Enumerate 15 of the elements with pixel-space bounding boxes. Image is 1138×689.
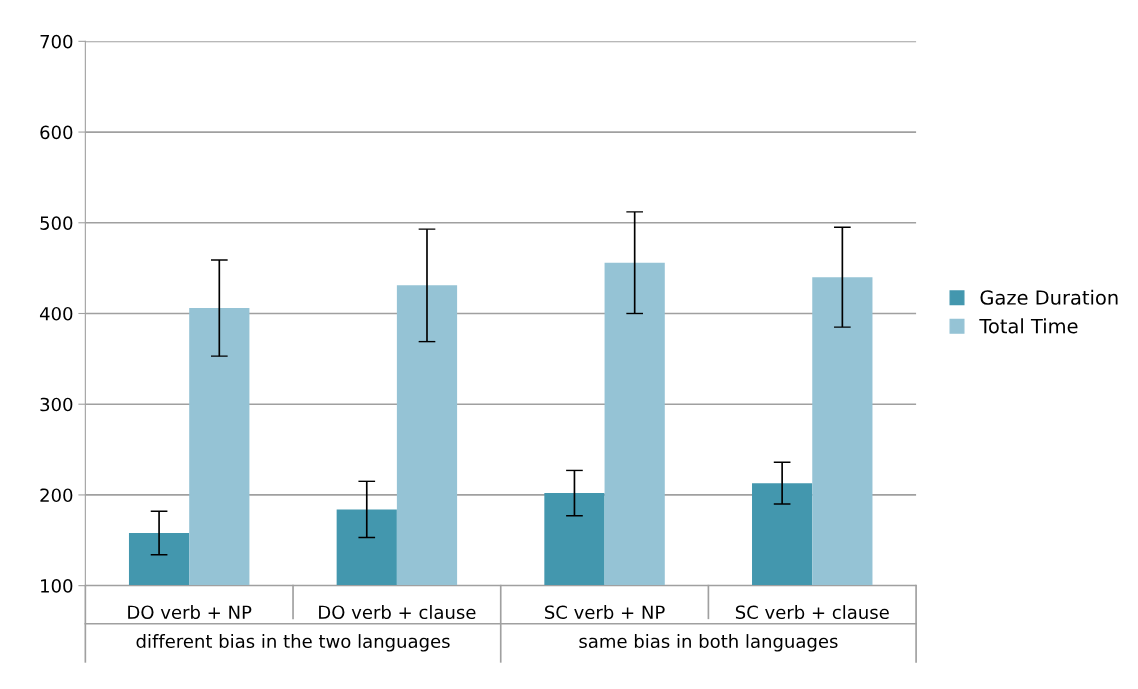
y-tick-label: 200 — [40, 488, 73, 503]
y-tick-label: 500 — [40, 216, 73, 230]
x-tick-label: SC verb + NP — [545, 605, 665, 620]
legend-label: Total Time — [979, 318, 1078, 334]
y-tick-label: 400 — [39, 306, 73, 321]
x-tick-label: DO verb + clause — [319, 605, 476, 620]
x-tick-label: DO verb + NP — [128, 605, 252, 620]
y-tick-label: 700 — [40, 34, 73, 49]
y-tick-label: 300 — [40, 397, 73, 412]
text: different bias in the two languages — [136, 634, 450, 652]
y-tick-label: 600 — [40, 125, 73, 140]
y-tick-label: 100 — [41, 579, 73, 593]
text: same bias in both languages — [579, 634, 838, 652]
legend-label: Gaze Duration — [980, 289, 1118, 305]
x-tick-label: SC verb + clause — [735, 605, 889, 620]
